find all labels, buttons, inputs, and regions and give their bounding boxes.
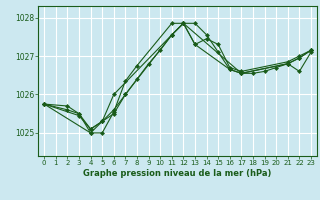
X-axis label: Graphe pression niveau de la mer (hPa): Graphe pression niveau de la mer (hPa) [84,169,272,178]
